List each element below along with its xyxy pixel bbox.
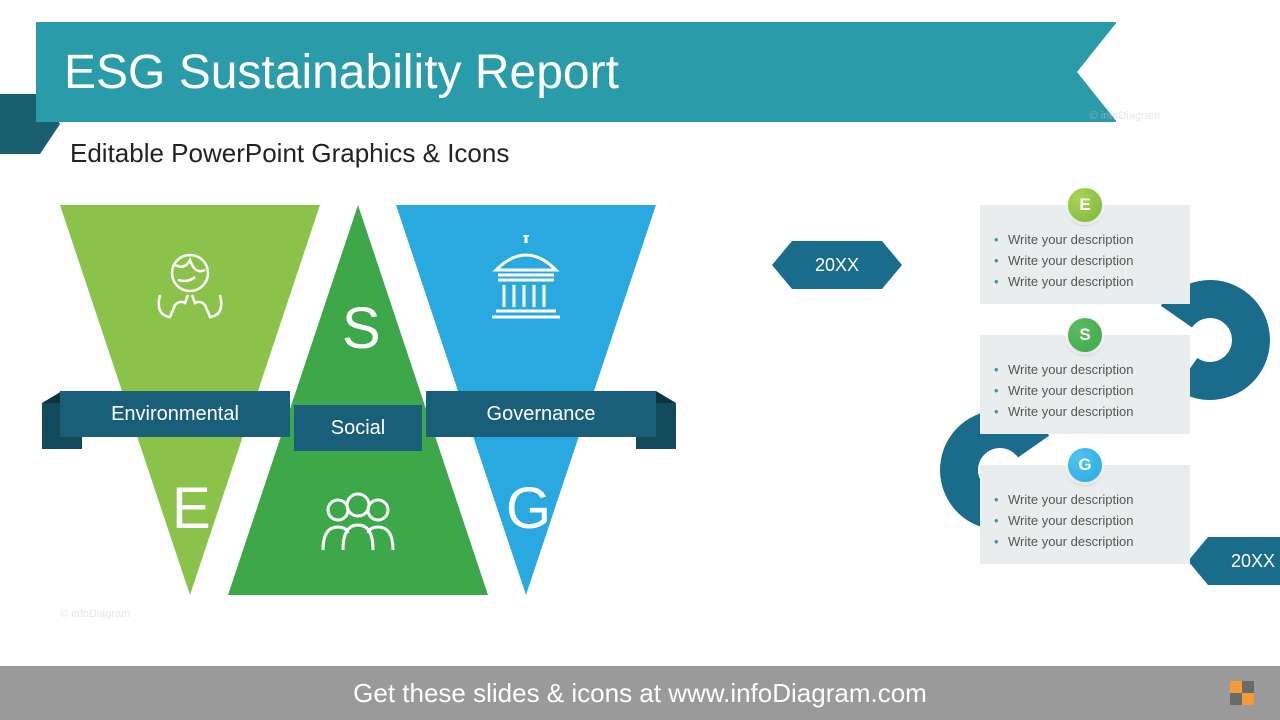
footer-text: Get these slides & icons at www.infoDiag…	[353, 678, 927, 709]
card-item: Write your description	[994, 531, 1176, 552]
card-item: Write your description	[994, 250, 1176, 271]
badge-s: S	[1068, 318, 1102, 352]
page-title: ESG Sustainability Report	[64, 45, 619, 100]
letter-s: S	[342, 295, 381, 362]
badge-e: E	[1068, 188, 1102, 222]
esg-triangles-diagram: E S G Environmental Social Governance © …	[60, 205, 780, 615]
card-item: Write your description	[994, 401, 1176, 422]
card-item: Write your description	[994, 510, 1176, 531]
card-s: S Write your description Write your desc…	[980, 335, 1190, 434]
title-ribbon-fold	[0, 94, 40, 154]
globe-hands-icon	[140, 245, 240, 325]
card-g: G Write your description Write your desc…	[980, 465, 1190, 564]
title-ribbon: ESG Sustainability Report	[36, 22, 1116, 122]
card-item: Write your description	[994, 229, 1176, 250]
building-icon	[476, 235, 576, 325]
timeline-cards: 20XX 20XX E Write your description Write…	[840, 205, 1280, 625]
year-tag-end: 20XX	[1208, 537, 1280, 585]
card-e: E Write your description Write your desc…	[980, 205, 1190, 304]
watermark: © infoDiagram	[1090, 110, 1160, 122]
letter-g: G	[506, 475, 551, 542]
year-tag-start: 20XX	[792, 241, 882, 289]
label-governance: Governance	[426, 391, 656, 437]
logo-icon	[1228, 679, 1256, 707]
people-icon	[308, 485, 408, 565]
card-item: Write your description	[994, 489, 1176, 510]
page-subtitle: Editable PowerPoint Graphics & Icons	[70, 138, 509, 169]
card-item: Write your description	[994, 271, 1176, 292]
label-social: Social	[294, 405, 422, 451]
badge-g: G	[1068, 448, 1102, 482]
footer-bar: Get these slides & icons at www.infoDiag…	[0, 666, 1280, 720]
watermark: © infoDiagram	[60, 608, 130, 620]
label-environmental: Environmental	[60, 391, 290, 437]
letter-e: E	[172, 475, 211, 542]
card-item: Write your description	[994, 380, 1176, 401]
card-item: Write your description	[994, 359, 1176, 380]
